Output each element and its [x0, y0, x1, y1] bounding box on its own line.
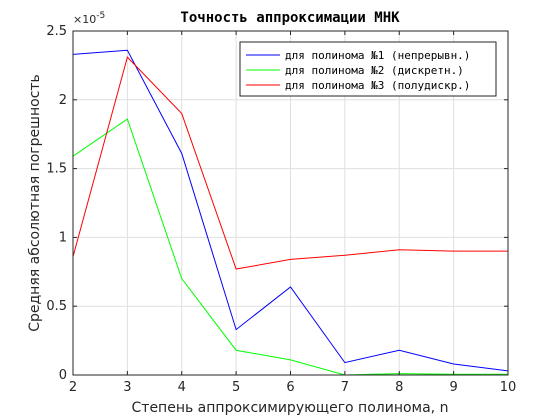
y-tick-label: 1 — [59, 230, 67, 245]
legend-label-series-2: для полинома №2 (дискретн.) — [285, 64, 464, 77]
x-tick-label: 6 — [286, 380, 294, 395]
series-line-2 — [72, 118, 508, 376]
x-tick-label: 2 — [69, 380, 77, 395]
tick-layer: 2 3 4 5 6 7 8 9 10 0 0.5 1 1.5 2 2.5 — [46, 24, 516, 395]
y-tick-label: 0.5 — [46, 299, 67, 314]
legend-box — [239, 41, 497, 97]
legend-label-series-3: для полинома №3 (полудискр.) — [285, 79, 470, 92]
x-tick-label: 8 — [395, 380, 403, 395]
legend-label-series-1: для полинома №1 (непрерывн.) — [285, 49, 470, 62]
x-tick-label: 5 — [232, 380, 240, 395]
x-tick-label: 7 — [341, 380, 349, 395]
x-tick-label: 3 — [123, 380, 131, 395]
y-exponent-power: -5 — [96, 11, 105, 21]
series-line-3 — [72, 56, 508, 270]
x-tick-label: 10 — [500, 380, 517, 395]
series-layer — [72, 49, 509, 376]
y-tick-label: 2 — [59, 93, 67, 108]
x-tick-label: 9 — [449, 380, 457, 395]
y-axis-exponent: ×10-5 — [73, 11, 105, 26]
y-axis-label: Средняя абсолютная погрешность — [27, 74, 43, 332]
y-tick-label: 2.5 — [46, 24, 67, 39]
series-line-1 — [72, 49, 509, 372]
x-axis-label: Степень аппроксимирующего полинома, n — [132, 400, 449, 416]
y-tick-label: 1.5 — [46, 162, 67, 177]
chart-title: Точность аппроксимации МНК — [180, 10, 400, 26]
y-tick-label: 0 — [59, 368, 67, 383]
x-tick-label: 4 — [178, 380, 186, 395]
legend: для полинома №1 (непрерывн.) для полином… — [239, 41, 497, 97]
y-exponent-base: ×10 — [73, 13, 96, 26]
